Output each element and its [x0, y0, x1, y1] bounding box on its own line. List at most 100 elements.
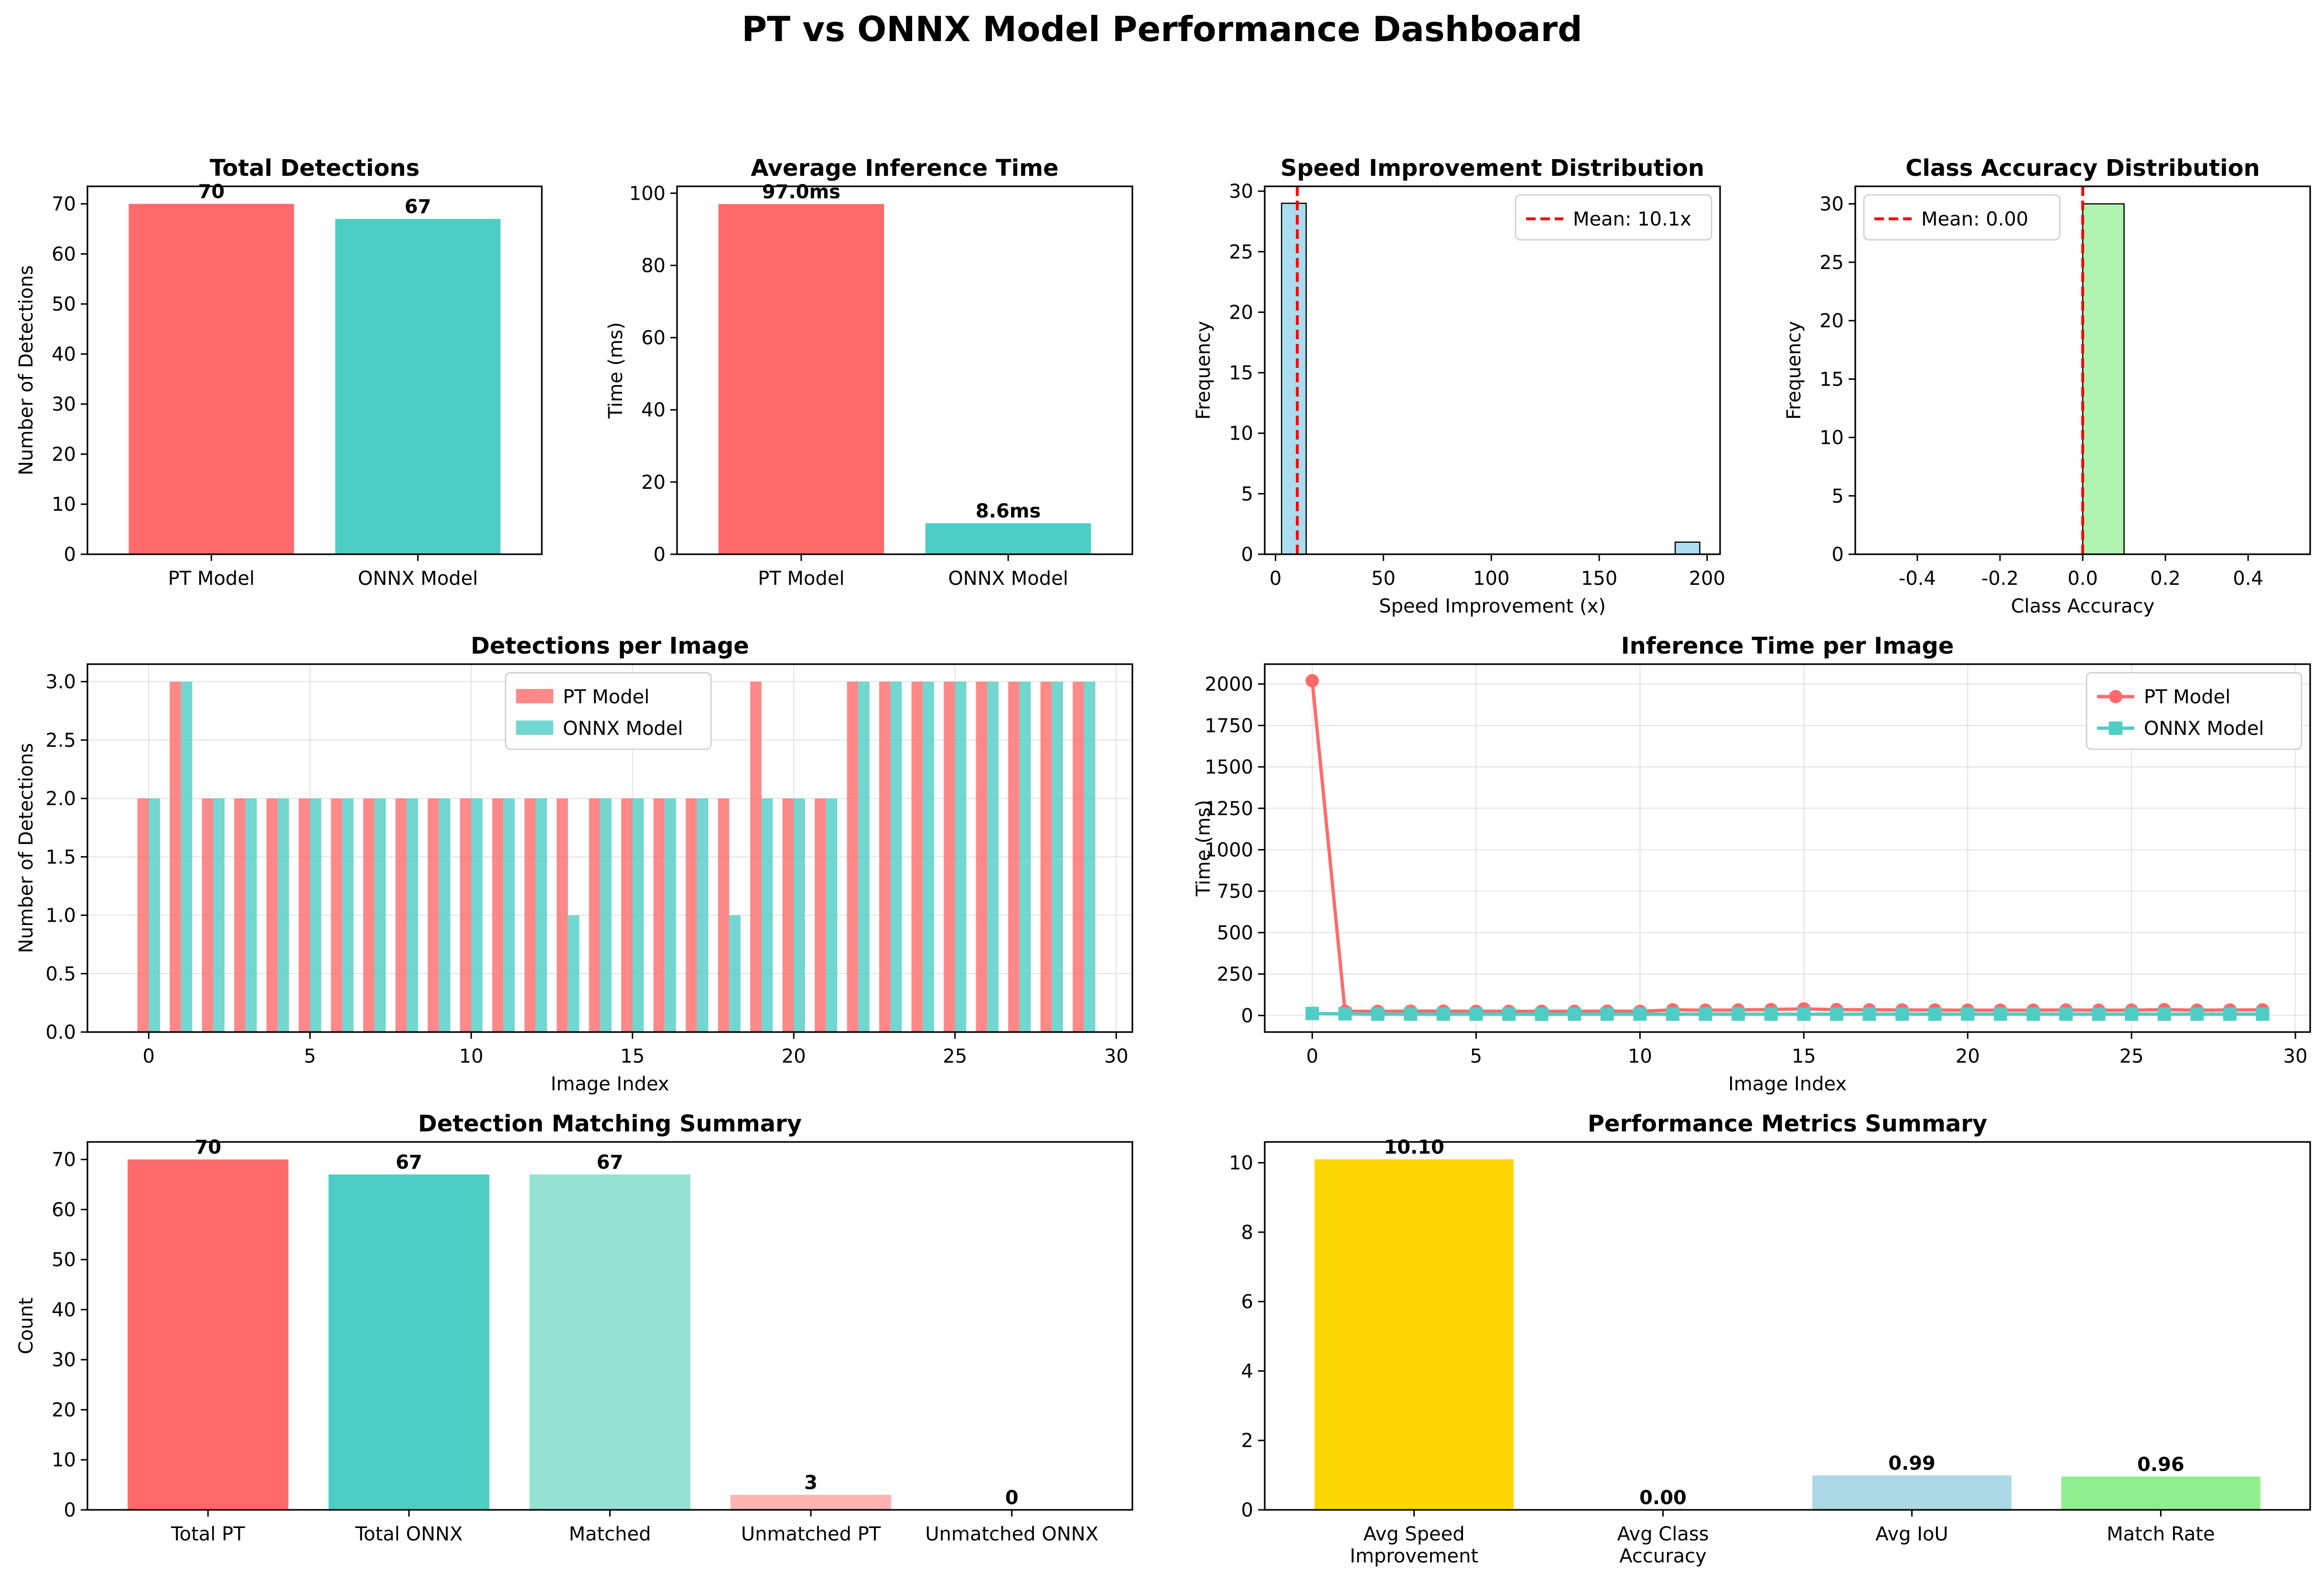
y-tick-label: 5	[1241, 483, 1253, 505]
y-tick-label: 1500	[1205, 756, 1253, 778]
y-axis-label: Count	[15, 1298, 37, 1355]
legend-label: Mean: 10.1x	[1573, 208, 1691, 230]
y-tick-label: 70	[52, 194, 76, 215]
bar	[128, 1159, 289, 1510]
legend-marker	[2109, 690, 2122, 703]
bar	[1314, 1159, 1514, 1510]
category-label: Match Rate	[2107, 1523, 2215, 1545]
bar-value-label: 0	[1005, 1487, 1019, 1509]
category-label: ONNX Model	[358, 568, 478, 590]
point-onnx	[2256, 1007, 2270, 1021]
bar-pt	[686, 798, 697, 1032]
chart-title: Detection Matching Summary	[418, 1110, 802, 1137]
category-label: Total PT	[171, 1523, 245, 1545]
category-label: Improvement	[1350, 1545, 1478, 1567]
y-tick-label: 5	[1832, 485, 1844, 507]
bar-onnx	[245, 798, 257, 1032]
legend-label: PT Model	[2144, 686, 2230, 708]
bar-value-label: 67	[597, 1152, 624, 1173]
point-onnx	[1699, 1007, 1712, 1021]
y-axis-label: Number of Detections	[15, 265, 37, 475]
y-tick-label: 8	[1241, 1222, 1253, 1244]
y-tick-label: 0	[1241, 1005, 1253, 1027]
point-pt	[1305, 674, 1319, 688]
bar	[529, 1174, 690, 1510]
bar-onnx	[407, 798, 418, 1032]
point-onnx	[1305, 1007, 1319, 1021]
y-tick-label: 60	[52, 243, 76, 265]
x-axis-label: Speed Improvement (x)	[1379, 595, 1606, 617]
y-tick-label: 10	[1229, 423, 1253, 445]
chart-speed_distribution: 0 5 10 15 20 25 30 0 50 100 150 200 Speed Improvemen…	[1193, 155, 1725, 617]
y-tick-label: 500	[1217, 922, 1253, 944]
point-onnx	[1666, 1007, 1679, 1021]
bar-pt	[395, 798, 407, 1032]
bar-pt	[1008, 681, 1020, 1032]
y-axis-label: Time (ms)	[1193, 800, 1215, 897]
x-tick-label: 100	[1473, 568, 1509, 590]
line-onnx	[1312, 1012, 2263, 1016]
y-tick-label: 20	[641, 472, 666, 494]
x-tick-label: 20	[782, 1045, 806, 1067]
y-tick-label: 0	[654, 544, 666, 566]
x-tick-label: 30	[1104, 1045, 1129, 1067]
bar-onnx	[697, 798, 709, 1032]
y-tick-label: 60	[641, 327, 666, 349]
y-tick-label: 70	[52, 1149, 76, 1171]
bar-pt	[266, 798, 278, 1032]
bar-onnx	[536, 798, 547, 1032]
point-onnx	[1993, 1007, 2007, 1021]
bar	[328, 1174, 490, 1510]
y-tick-label: 1000	[1205, 839, 1253, 861]
x-tick-label: 15	[620, 1045, 645, 1067]
y-tick-label: 2.5	[45, 730, 76, 752]
bar-value-label: 70	[198, 181, 225, 203]
y-tick-label: 100	[629, 183, 666, 204]
y-tick-label: 20	[1819, 310, 1844, 332]
x-tick-label: 0.0	[2067, 568, 2098, 590]
y-tick-label: 50	[52, 1249, 76, 1271]
point-onnx	[1502, 1007, 1516, 1021]
bar-onnx	[278, 798, 289, 1032]
bar-onnx	[826, 798, 838, 1032]
bar	[2061, 1476, 2260, 1510]
x-tick-label: 50	[1371, 568, 1396, 590]
y-axis-label: Time (ms)	[605, 322, 627, 419]
y-tick-label: 20	[52, 1399, 76, 1421]
legend-label: PT Model	[563, 686, 649, 708]
y-tick-label: 750	[1217, 881, 1253, 903]
y-tick-label: 10	[1819, 427, 1844, 449]
x-tick-label: 20	[1956, 1045, 1980, 1067]
category-label: Unmatched ONNX	[925, 1523, 1098, 1545]
chart-avg_inference_time: 97.0ms PT Model 8.6ms ONNX Model 0 20 40 60 80 10…	[605, 155, 1133, 590]
y-tick-label: 60	[52, 1199, 76, 1221]
chart-title: Class Accuracy Distribution	[1905, 155, 2260, 182]
bar-pt	[815, 798, 826, 1032]
bar-onnx	[439, 798, 451, 1032]
category-label: ONNX Model	[948, 568, 1068, 590]
y-tick-label: 2000	[1205, 674, 1253, 696]
point-onnx	[1797, 1007, 1811, 1021]
bar-value-label: 70	[195, 1137, 222, 1159]
x-axis-label: Image Index	[550, 1073, 669, 1095]
histogram-bin	[1280, 203, 1307, 555]
point-onnx	[2059, 1007, 2073, 1021]
bar-onnx	[600, 798, 612, 1032]
y-tick-label: 4	[1241, 1360, 1253, 1382]
x-tick-label: 10	[459, 1045, 484, 1067]
bar	[335, 219, 501, 555]
y-tick-label: 6	[1241, 1291, 1253, 1313]
y-tick-label: 40	[52, 1299, 76, 1321]
axes-frame	[676, 185, 1133, 555]
y-tick-label: 1250	[1205, 798, 1253, 820]
y-tick-label: 30	[1229, 181, 1253, 203]
bar-onnx	[890, 681, 902, 1032]
bar-pt	[331, 798, 343, 1032]
y-tick-label: 80	[641, 255, 666, 277]
bar-onnx	[471, 798, 483, 1032]
bar-pt	[1040, 681, 1052, 1032]
y-tick-label: 10	[1229, 1152, 1253, 1174]
bar-value-label: 8.6ms	[976, 500, 1041, 522]
bar-pt	[170, 681, 181, 1032]
